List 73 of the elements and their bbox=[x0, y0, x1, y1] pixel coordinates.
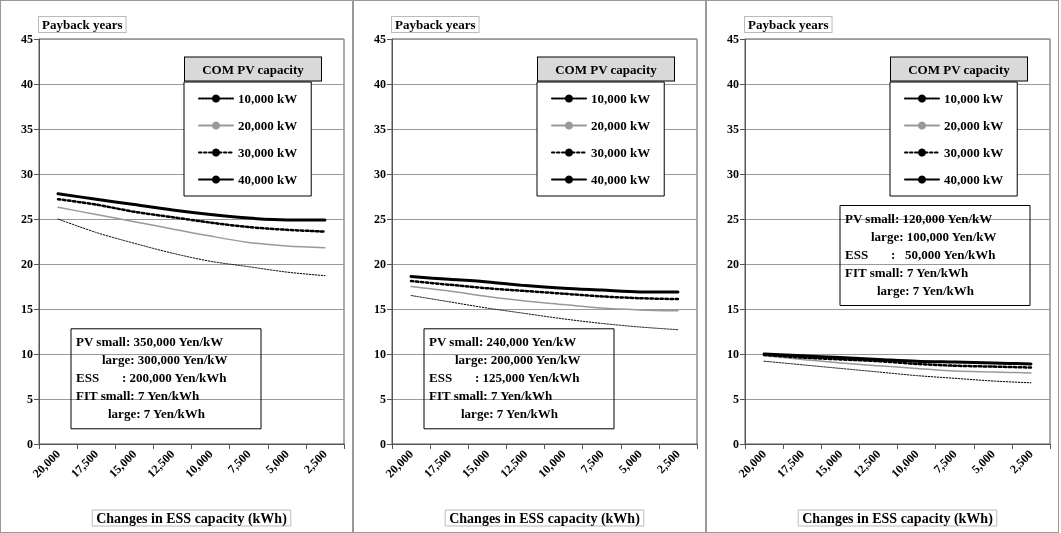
y-tick-label: 10 bbox=[374, 347, 386, 361]
annotation: ESS : 50,000 Yen/kWh bbox=[845, 246, 997, 262]
y-axis-title: Payback years bbox=[42, 17, 123, 33]
y-tick-label: 30 bbox=[374, 167, 386, 181]
y-tick-label: 15 bbox=[727, 302, 739, 316]
y-tick-label: 40 bbox=[727, 77, 739, 91]
legend-label: 40,000 kW bbox=[591, 172, 651, 187]
annotation: large: 100,000 Yen/kW bbox=[871, 228, 997, 244]
y-tick-label: 20 bbox=[21, 257, 33, 271]
y-tick-label: 5 bbox=[380, 392, 386, 406]
legend-label: 40,000 kW bbox=[238, 172, 298, 187]
y-tick-label: 5 bbox=[733, 392, 739, 406]
y-tick-label: 40 bbox=[374, 77, 386, 91]
x-axis-title: Changes in ESS capacity (kWh) bbox=[449, 510, 641, 527]
x-axis-title: Changes in ESS capacity (kWh) bbox=[96, 510, 288, 527]
y-tick-label: 45 bbox=[727, 32, 739, 46]
annotation: FIT small: 7 Yen/kWh bbox=[845, 264, 969, 280]
annotation: large: 7 Yen/kWh bbox=[461, 405, 559, 421]
line-series bbox=[57, 218, 326, 277]
y-tick-label: 0 bbox=[733, 437, 739, 451]
annotation: large: 7 Yen/kWh bbox=[877, 282, 975, 298]
line-series bbox=[56, 197, 327, 233]
legend-label: 40,000 kW bbox=[944, 172, 1004, 187]
y-tick-label: 15 bbox=[374, 302, 386, 316]
legend-title: COM PV capacity bbox=[555, 61, 658, 77]
legend-label: 30,000 kW bbox=[238, 145, 298, 160]
y-tick-label: 45 bbox=[374, 32, 386, 46]
y-tick-label: 25 bbox=[727, 212, 739, 226]
x-axis-title: Changes in ESS capacity (kWh) bbox=[802, 510, 994, 527]
y-tick-label: 25 bbox=[374, 212, 386, 226]
legend-label: 20,000 kW bbox=[238, 118, 298, 133]
annotation: PV small: 120,000 Yen/kW bbox=[845, 210, 993, 226]
y-tick-label: 10 bbox=[21, 347, 33, 361]
line-series bbox=[763, 360, 1032, 384]
annotation: PV small: 240,000 Yen/kW bbox=[429, 333, 577, 349]
legend-label: 20,000 kW bbox=[591, 118, 651, 133]
annotation: large: 300,000 Yen/kW bbox=[102, 351, 228, 367]
y-tick-label: 35 bbox=[374, 122, 386, 136]
legend-label: 10,000 kW bbox=[238, 91, 298, 106]
annotation: FIT small: 7 Yen/kWh bbox=[429, 387, 553, 403]
line-series bbox=[410, 295, 679, 331]
y-tick-label: 45 bbox=[21, 32, 33, 46]
legend-label: 30,000 kW bbox=[944, 145, 1004, 160]
y-axis-title: Payback years bbox=[748, 17, 829, 33]
y-tick-label: 35 bbox=[727, 122, 739, 136]
annotation: large: 200,000 Yen/kW bbox=[455, 351, 581, 367]
legend-title: COM PV capacity bbox=[202, 61, 305, 77]
legend-label: 30,000 kW bbox=[591, 145, 651, 160]
y-tick-label: 15 bbox=[21, 302, 33, 316]
y-tick-label: 0 bbox=[380, 437, 386, 451]
annotation: FIT small: 7 Yen/kWh bbox=[76, 387, 200, 403]
legend-label: 10,000 kW bbox=[591, 91, 651, 106]
annotation: PV small: 350,000 Yen/kW bbox=[76, 333, 224, 349]
line-series bbox=[763, 355, 1032, 374]
y-tick-label: 20 bbox=[727, 257, 739, 271]
annotation: large: 7 Yen/kWh bbox=[108, 405, 206, 421]
legend-label: 20,000 kW bbox=[944, 118, 1004, 133]
y-axis-title: Payback years bbox=[395, 17, 476, 33]
legend-title: COM PV capacity bbox=[908, 61, 1011, 77]
annotation: ESS : 200,000 Yen/kWh bbox=[76, 369, 228, 385]
y-tick-label: 40 bbox=[21, 77, 33, 91]
y-tick-label: 25 bbox=[21, 212, 33, 226]
line-series bbox=[56, 192, 327, 222]
y-tick-label: 20 bbox=[374, 257, 386, 271]
y-tick-label: 10 bbox=[727, 347, 739, 361]
legend-label: 10,000 kW bbox=[944, 91, 1004, 106]
y-tick-label: 35 bbox=[21, 122, 33, 136]
y-tick-label: 30 bbox=[21, 167, 33, 181]
annotation: ESS : 125,000 Yen/kWh bbox=[429, 369, 581, 385]
y-tick-label: 30 bbox=[727, 167, 739, 181]
y-tick-label: 0 bbox=[27, 437, 33, 451]
line-series bbox=[409, 279, 680, 301]
y-tick-label: 5 bbox=[27, 392, 33, 406]
